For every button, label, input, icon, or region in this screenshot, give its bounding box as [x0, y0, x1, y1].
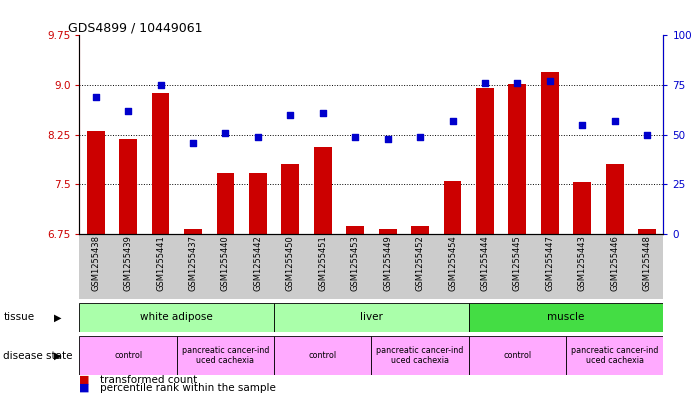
- Point: [642, 131, 653, 138]
- Bar: [79, 336, 177, 375]
- Bar: [566, 336, 663, 375]
- Text: ▶: ▶: [54, 351, 61, 361]
- Point: [285, 112, 296, 118]
- Point: [122, 108, 133, 114]
- Point: [317, 110, 328, 116]
- Bar: [574, 182, 591, 234]
- Bar: [216, 173, 234, 234]
- Bar: [379, 229, 397, 234]
- Text: pancreatic cancer-ind
uced cachexia: pancreatic cancer-ind uced cachexia: [182, 346, 269, 365]
- Bar: [249, 173, 267, 234]
- Point: [512, 80, 523, 86]
- Bar: [177, 336, 274, 375]
- Text: disease state: disease state: [3, 351, 73, 361]
- Text: white adipose: white adipose: [140, 312, 213, 322]
- Text: pancreatic cancer-ind
uced cachexia: pancreatic cancer-ind uced cachexia: [571, 346, 659, 365]
- Bar: [638, 229, 656, 234]
- Point: [155, 82, 166, 88]
- Point: [447, 118, 458, 124]
- Bar: [606, 164, 623, 234]
- Bar: [120, 139, 137, 234]
- Point: [187, 140, 198, 146]
- Bar: [274, 336, 372, 375]
- Bar: [314, 147, 332, 234]
- Bar: [476, 88, 494, 234]
- Bar: [274, 303, 468, 332]
- Point: [90, 94, 101, 100]
- Text: GDS4899 / 10449061: GDS4899 / 10449061: [68, 21, 202, 34]
- Point: [252, 134, 263, 140]
- Text: transformed count: transformed count: [100, 375, 198, 385]
- Bar: [509, 84, 527, 234]
- Text: control: control: [503, 351, 531, 360]
- Text: muscle: muscle: [547, 312, 585, 322]
- Point: [350, 134, 361, 140]
- Bar: [346, 226, 364, 234]
- Text: ■: ■: [79, 383, 90, 393]
- Bar: [281, 164, 299, 234]
- Bar: [372, 336, 468, 375]
- Bar: [468, 336, 566, 375]
- Point: [480, 80, 491, 86]
- Point: [220, 129, 231, 136]
- Bar: [444, 181, 462, 234]
- Bar: [184, 229, 202, 234]
- Point: [545, 78, 556, 84]
- Text: control: control: [309, 351, 337, 360]
- Text: pancreatic cancer-ind
uced cachexia: pancreatic cancer-ind uced cachexia: [377, 346, 464, 365]
- Bar: [79, 303, 274, 332]
- Bar: [411, 226, 429, 234]
- Point: [609, 118, 621, 124]
- Bar: [468, 303, 663, 332]
- Bar: [541, 72, 559, 234]
- Bar: [151, 93, 169, 234]
- Text: control: control: [114, 351, 142, 360]
- Point: [382, 136, 393, 142]
- Text: percentile rank within the sample: percentile rank within the sample: [100, 383, 276, 393]
- Point: [415, 134, 426, 140]
- Text: ■: ■: [79, 375, 90, 385]
- Point: [577, 121, 588, 128]
- Text: liver: liver: [360, 312, 383, 322]
- Text: tissue: tissue: [3, 312, 35, 322]
- Text: ▶: ▶: [54, 312, 61, 322]
- Bar: [87, 131, 104, 234]
